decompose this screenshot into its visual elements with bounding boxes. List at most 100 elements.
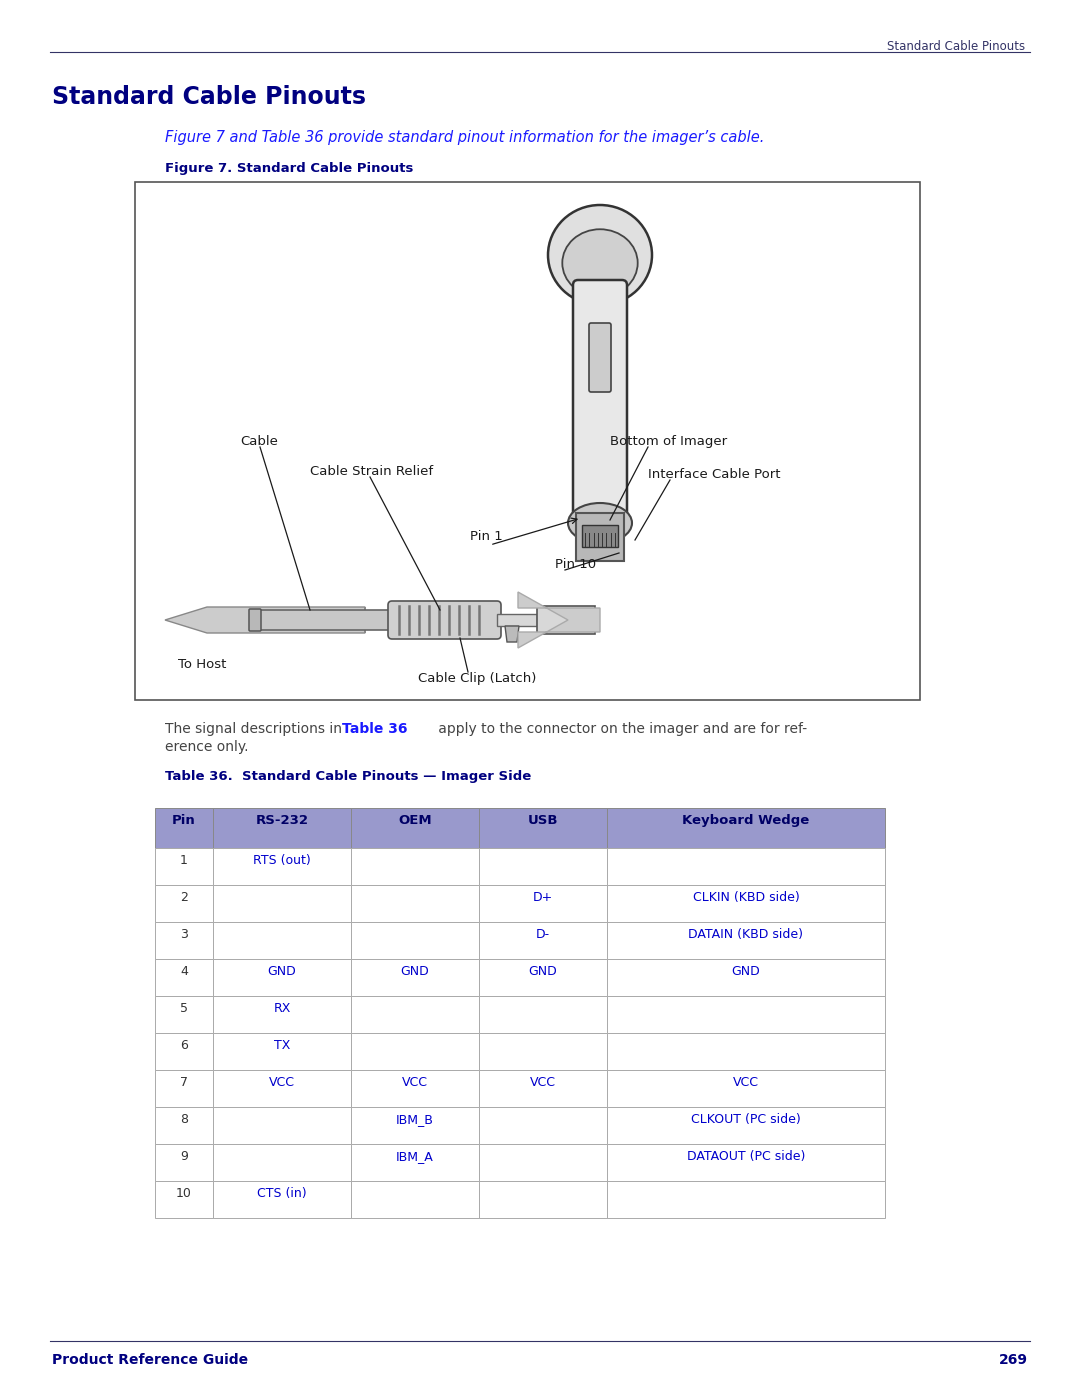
FancyBboxPatch shape <box>213 807 351 848</box>
Text: The signal descriptions in                      apply to the connector on the im: The signal descriptions in apply to the … <box>165 722 807 736</box>
Text: RTS (out): RTS (out) <box>253 854 311 868</box>
Text: RX: RX <box>273 1002 291 1016</box>
FancyBboxPatch shape <box>573 279 627 525</box>
Text: VCC: VCC <box>733 1076 759 1090</box>
FancyBboxPatch shape <box>351 1070 480 1106</box>
FancyBboxPatch shape <box>480 1180 607 1218</box>
Text: CLKIN (KBD side): CLKIN (KBD side) <box>692 891 799 904</box>
Ellipse shape <box>548 205 652 305</box>
FancyBboxPatch shape <box>351 886 480 922</box>
FancyBboxPatch shape <box>577 609 592 631</box>
Text: USB: USB <box>528 814 558 827</box>
Text: Interface Cable Port: Interface Cable Port <box>648 468 781 481</box>
FancyBboxPatch shape <box>537 606 595 634</box>
FancyBboxPatch shape <box>156 1180 213 1218</box>
FancyBboxPatch shape <box>351 1180 480 1218</box>
FancyBboxPatch shape <box>213 922 351 958</box>
FancyBboxPatch shape <box>156 886 213 922</box>
Text: GND: GND <box>268 965 296 978</box>
Text: TX: TX <box>274 1039 291 1052</box>
Text: To Host: To Host <box>178 658 227 671</box>
FancyBboxPatch shape <box>351 1032 480 1070</box>
FancyBboxPatch shape <box>156 1106 213 1144</box>
Text: 1: 1 <box>180 854 188 868</box>
Text: 3: 3 <box>180 928 188 942</box>
FancyBboxPatch shape <box>351 848 480 886</box>
FancyBboxPatch shape <box>607 807 885 848</box>
FancyBboxPatch shape <box>156 1144 213 1180</box>
Text: DATAOUT (PC side): DATAOUT (PC side) <box>687 1150 806 1162</box>
FancyBboxPatch shape <box>213 1180 351 1218</box>
Polygon shape <box>165 608 365 633</box>
FancyBboxPatch shape <box>607 996 885 1032</box>
FancyBboxPatch shape <box>156 958 213 996</box>
FancyBboxPatch shape <box>156 1032 213 1070</box>
Text: 7: 7 <box>180 1076 188 1090</box>
Text: Standard Cable Pinouts: Standard Cable Pinouts <box>52 85 366 109</box>
Text: IBM_A: IBM_A <box>396 1150 434 1162</box>
Text: 4: 4 <box>180 965 188 978</box>
Text: Cable Strain Relief: Cable Strain Relief <box>310 465 433 478</box>
Text: Table 36: Table 36 <box>342 722 407 736</box>
FancyBboxPatch shape <box>480 848 607 886</box>
Text: 269: 269 <box>999 1354 1028 1368</box>
Text: Pin 10: Pin 10 <box>555 557 596 571</box>
Text: Keyboard Wedge: Keyboard Wedge <box>683 814 810 827</box>
FancyBboxPatch shape <box>156 922 213 958</box>
Polygon shape <box>518 592 600 648</box>
Text: VCC: VCC <box>530 1076 556 1090</box>
Text: OEM: OEM <box>399 814 432 827</box>
Text: DATAIN (KBD side): DATAIN (KBD side) <box>689 928 804 942</box>
FancyBboxPatch shape <box>480 958 607 996</box>
FancyBboxPatch shape <box>156 807 213 848</box>
Text: D-: D- <box>536 928 550 942</box>
FancyBboxPatch shape <box>607 1032 885 1070</box>
Text: VCC: VCC <box>402 1076 428 1090</box>
Text: Product Reference Guide: Product Reference Guide <box>52 1354 248 1368</box>
Text: VCC: VCC <box>269 1076 295 1090</box>
FancyBboxPatch shape <box>607 1144 885 1180</box>
FancyBboxPatch shape <box>480 1144 607 1180</box>
Text: 8: 8 <box>180 1113 188 1126</box>
FancyBboxPatch shape <box>607 1106 885 1144</box>
FancyBboxPatch shape <box>607 922 885 958</box>
FancyBboxPatch shape <box>480 922 607 958</box>
FancyBboxPatch shape <box>480 1070 607 1106</box>
FancyBboxPatch shape <box>156 848 213 886</box>
FancyBboxPatch shape <box>607 848 885 886</box>
Text: GND: GND <box>528 965 557 978</box>
FancyBboxPatch shape <box>213 996 351 1032</box>
Text: CLKOUT (PC side): CLKOUT (PC side) <box>691 1113 801 1126</box>
Text: Standard Cable Pinouts: Standard Cable Pinouts <box>887 41 1025 53</box>
FancyBboxPatch shape <box>156 1070 213 1106</box>
FancyBboxPatch shape <box>607 958 885 996</box>
Text: CTS (in): CTS (in) <box>257 1187 307 1200</box>
FancyBboxPatch shape <box>351 1144 480 1180</box>
Text: 2: 2 <box>180 891 188 904</box>
FancyBboxPatch shape <box>480 1106 607 1144</box>
Text: Pin 1: Pin 1 <box>470 529 503 543</box>
Text: GND: GND <box>731 965 760 978</box>
FancyBboxPatch shape <box>497 615 537 626</box>
FancyBboxPatch shape <box>156 996 213 1032</box>
Text: D+: D+ <box>532 891 553 904</box>
FancyBboxPatch shape <box>213 1106 351 1144</box>
FancyBboxPatch shape <box>213 848 351 886</box>
FancyBboxPatch shape <box>388 601 501 638</box>
FancyBboxPatch shape <box>607 1180 885 1218</box>
FancyBboxPatch shape <box>480 1032 607 1070</box>
Text: 6: 6 <box>180 1039 188 1052</box>
Text: 9: 9 <box>180 1150 188 1162</box>
Text: RS-232: RS-232 <box>256 814 309 827</box>
FancyBboxPatch shape <box>213 1032 351 1070</box>
Ellipse shape <box>568 503 632 543</box>
FancyBboxPatch shape <box>249 609 261 631</box>
Text: Table 36.  Standard Cable Pinouts — Imager Side: Table 36. Standard Cable Pinouts — Image… <box>165 770 531 782</box>
Text: IBM_B: IBM_B <box>396 1113 434 1126</box>
FancyBboxPatch shape <box>213 1144 351 1180</box>
FancyBboxPatch shape <box>351 958 480 996</box>
FancyBboxPatch shape <box>480 886 607 922</box>
Text: GND: GND <box>401 965 430 978</box>
FancyBboxPatch shape <box>135 182 920 700</box>
Text: Cable: Cable <box>240 434 278 448</box>
